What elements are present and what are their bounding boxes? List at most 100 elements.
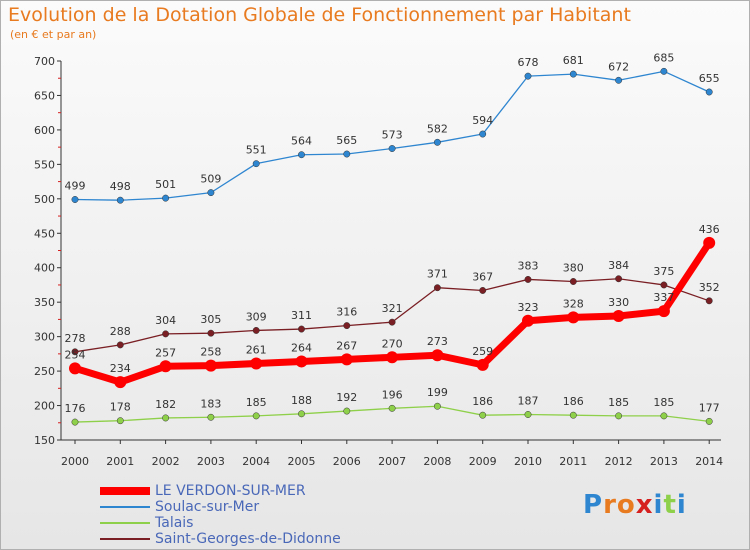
data-point bbox=[612, 309, 625, 322]
data-label: 498 bbox=[110, 180, 131, 193]
logo-letter: t bbox=[663, 490, 677, 520]
line-chart: 150 200 250 300 350 400 450 500 550 600 650 700 2000… bbox=[34, 51, 723, 468]
data-point bbox=[343, 322, 351, 330]
legend-swatch bbox=[100, 506, 150, 508]
data-label: 258 bbox=[200, 346, 221, 359]
data-point bbox=[524, 411, 532, 418]
data-point bbox=[569, 70, 577, 78]
x-tick-label: 2006 bbox=[333, 455, 361, 468]
y-tick-label: 250 bbox=[34, 365, 55, 378]
data-point bbox=[524, 275, 532, 283]
series-soulac-sur-mer: 499 498 501 509 551 564 565 573 582 594 678 681 672 6… bbox=[65, 51, 720, 204]
data-point bbox=[657, 305, 670, 318]
data-label: 509 bbox=[200, 173, 221, 186]
data-label: 352 bbox=[699, 281, 720, 294]
legend-label: Soulac-sur-Mer bbox=[155, 499, 260, 515]
y-tick-label: 300 bbox=[34, 331, 55, 344]
data-label: 261 bbox=[246, 344, 267, 357]
data-label: 681 bbox=[563, 54, 584, 67]
data-label: 436 bbox=[699, 223, 720, 236]
data-label: 182 bbox=[155, 398, 176, 411]
data-label: 185 bbox=[246, 396, 267, 409]
x-tick-label: 2013 bbox=[650, 455, 678, 468]
data-point bbox=[660, 412, 668, 420]
data-label: 383 bbox=[518, 259, 539, 272]
data-point bbox=[386, 351, 399, 364]
data-label: 323 bbox=[518, 301, 539, 314]
legend-label: Talais bbox=[155, 515, 194, 531]
y-tick-label: 400 bbox=[34, 262, 55, 275]
data-label: 177 bbox=[699, 401, 720, 414]
data-point bbox=[479, 287, 487, 294]
data-point bbox=[207, 329, 215, 337]
data-point bbox=[116, 417, 124, 425]
data-label: 594 bbox=[472, 114, 493, 127]
data-point bbox=[388, 145, 396, 152]
data-label: 185 bbox=[608, 396, 629, 409]
data-label: 337 bbox=[653, 291, 674, 304]
data-point bbox=[162, 330, 170, 338]
data-point bbox=[431, 349, 444, 362]
data-label: 178 bbox=[110, 401, 131, 414]
data-label: 565 bbox=[336, 134, 357, 147]
data-point bbox=[252, 412, 260, 420]
legend-label: LE VERDON-SUR-MER bbox=[155, 483, 306, 499]
data-point bbox=[340, 353, 353, 366]
x-tick-label: 2003 bbox=[197, 455, 225, 468]
data-point bbox=[705, 417, 713, 425]
data-label: 573 bbox=[382, 129, 403, 142]
data-point bbox=[433, 402, 441, 410]
data-label: 305 bbox=[200, 313, 221, 326]
data-label: 371 bbox=[427, 268, 448, 281]
data-label: 375 bbox=[653, 265, 674, 278]
data-point bbox=[207, 413, 215, 421]
data-point bbox=[298, 151, 305, 159]
data-point bbox=[71, 418, 79, 426]
logo-letter: i bbox=[653, 490, 664, 520]
logo-letter: P bbox=[583, 490, 604, 520]
x-tick-label: 2005 bbox=[288, 455, 316, 468]
data-point bbox=[204, 359, 217, 372]
logo-letter: i bbox=[676, 490, 687, 520]
data-point bbox=[569, 278, 577, 285]
logo-letter: x bbox=[635, 490, 654, 520]
data-label: 257 bbox=[155, 346, 176, 359]
data-label: 672 bbox=[608, 60, 629, 73]
y-tick-label: 500 bbox=[34, 193, 55, 206]
y-tick-label: 550 bbox=[34, 158, 55, 171]
data-label: 328 bbox=[563, 297, 584, 310]
data-point bbox=[615, 412, 623, 420]
data-point bbox=[615, 76, 623, 84]
data-label: 288 bbox=[110, 325, 131, 338]
data-point bbox=[159, 360, 172, 373]
data-label: 187 bbox=[518, 395, 539, 408]
series-saint-georges-de-didonne: 278 288 304 305 309 311 316 321 371 367 383 380 384 3… bbox=[65, 259, 720, 356]
data-label: 304 bbox=[155, 314, 176, 327]
data-label: 685 bbox=[653, 51, 674, 64]
data-label: 499 bbox=[65, 180, 86, 193]
data-label: 564 bbox=[291, 135, 312, 148]
data-label: 551 bbox=[246, 144, 267, 157]
data-label: 311 bbox=[291, 309, 312, 322]
x-tick-label: 2004 bbox=[242, 455, 270, 468]
data-label: 380 bbox=[563, 262, 584, 275]
data-point bbox=[162, 414, 170, 422]
data-point bbox=[522, 314, 534, 327]
data-point bbox=[615, 275, 623, 283]
legend-swatch bbox=[100, 538, 150, 540]
x-tick-label: 2009 bbox=[469, 455, 497, 468]
data-label: 278 bbox=[65, 332, 86, 345]
y-tick-label: 150 bbox=[34, 434, 55, 447]
legend-swatch bbox=[100, 487, 150, 495]
data-point bbox=[433, 138, 441, 146]
data-point bbox=[705, 88, 713, 96]
data-label: 259 bbox=[472, 345, 493, 358]
data-label: 234 bbox=[110, 362, 131, 375]
data-point bbox=[479, 130, 487, 138]
data-label: 367 bbox=[472, 270, 493, 283]
legend-label: Saint-Georges-de-Didonne bbox=[155, 531, 341, 547]
data-point bbox=[524, 72, 532, 80]
x-tick-label: 2007 bbox=[378, 455, 406, 468]
proxiti-logo: Proxiti bbox=[583, 490, 687, 520]
data-point bbox=[207, 189, 215, 197]
